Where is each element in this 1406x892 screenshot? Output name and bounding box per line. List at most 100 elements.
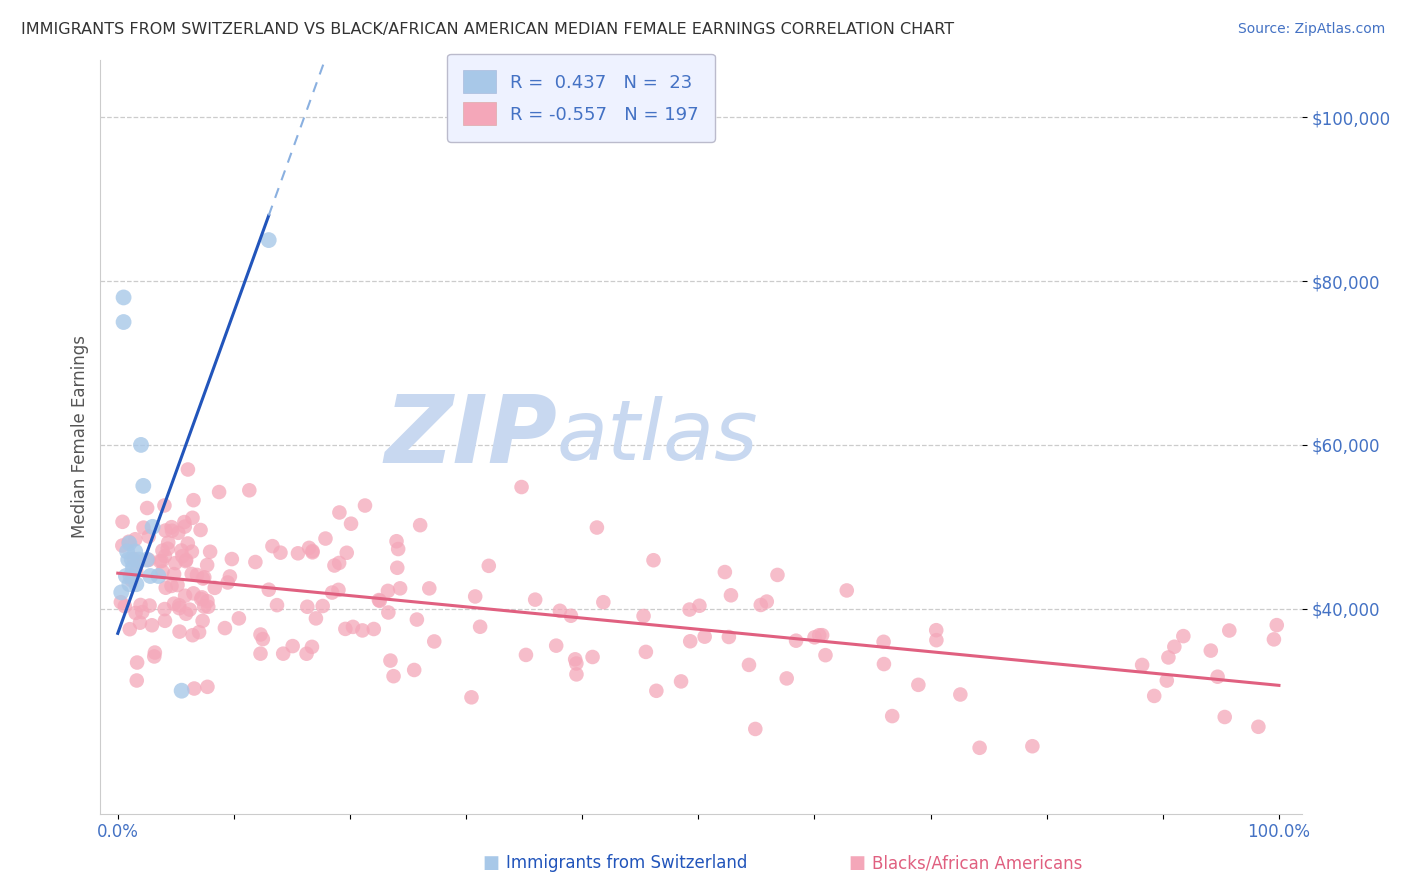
Point xyxy=(1163,640,1185,654)
Point xyxy=(744,722,766,736)
Point xyxy=(219,569,242,583)
Point xyxy=(129,438,152,452)
Point xyxy=(136,501,159,516)
Point xyxy=(221,552,243,566)
Point xyxy=(835,583,858,598)
Point xyxy=(404,663,426,677)
Point xyxy=(163,597,186,611)
Point xyxy=(409,518,432,533)
Point xyxy=(312,599,335,613)
Point xyxy=(153,602,176,616)
Point xyxy=(1247,720,1270,734)
Point xyxy=(1218,624,1240,638)
Point xyxy=(776,672,799,686)
Point xyxy=(340,516,363,531)
Point xyxy=(129,598,152,612)
Point xyxy=(173,515,195,529)
Point xyxy=(423,634,446,648)
Point xyxy=(217,575,239,590)
Point xyxy=(153,549,176,563)
Text: IMMIGRANTS FROM SWITZERLAND VS BLACK/AFRICAN AMERICAN MEDIAN FEMALE EARNINGS COR: IMMIGRANTS FROM SWITZERLAND VS BLACK/AFR… xyxy=(21,22,955,37)
Point xyxy=(301,544,323,558)
Point xyxy=(678,602,700,616)
Point xyxy=(714,565,737,579)
Point xyxy=(197,594,219,608)
Point xyxy=(872,635,894,649)
Point xyxy=(314,532,336,546)
Point xyxy=(581,650,603,665)
Point xyxy=(1143,689,1166,703)
Point xyxy=(354,499,377,513)
Point xyxy=(183,681,205,696)
Point xyxy=(382,669,405,683)
Point xyxy=(328,582,350,597)
Point xyxy=(160,579,183,593)
Point xyxy=(131,605,153,619)
Point xyxy=(564,652,586,666)
Point xyxy=(191,591,214,605)
Point xyxy=(191,614,214,628)
Point xyxy=(669,674,692,689)
Point xyxy=(118,577,141,591)
Point xyxy=(128,555,150,569)
Point xyxy=(155,524,177,538)
Point xyxy=(548,604,571,618)
Point xyxy=(335,622,357,636)
Text: Blacks/African Americans: Blacks/African Americans xyxy=(872,855,1083,872)
Point xyxy=(749,598,772,612)
Point xyxy=(368,593,391,607)
Point xyxy=(167,525,190,540)
Point xyxy=(156,541,179,556)
Point xyxy=(565,657,588,671)
Point xyxy=(1206,670,1229,684)
Point xyxy=(197,680,219,694)
Point xyxy=(1213,710,1236,724)
Point xyxy=(363,622,385,636)
Point xyxy=(195,558,218,572)
Point xyxy=(252,632,274,646)
Point xyxy=(204,581,226,595)
Point xyxy=(238,483,260,498)
Point xyxy=(385,534,408,549)
Point xyxy=(643,553,665,567)
Point xyxy=(1130,657,1153,672)
Point xyxy=(198,545,221,559)
Point xyxy=(560,608,582,623)
Point xyxy=(193,599,215,614)
Point xyxy=(148,569,170,583)
Point xyxy=(249,647,271,661)
Point xyxy=(377,606,399,620)
Point xyxy=(149,554,172,568)
Point xyxy=(287,546,309,560)
Point xyxy=(679,634,702,648)
Point xyxy=(262,539,284,553)
Point xyxy=(127,656,149,670)
Point xyxy=(811,628,834,642)
Point xyxy=(301,640,323,654)
Point xyxy=(110,585,132,599)
Point xyxy=(342,620,364,634)
Point xyxy=(121,573,143,587)
Point xyxy=(138,529,160,543)
Point xyxy=(546,639,568,653)
Point xyxy=(141,618,163,632)
Point xyxy=(118,536,141,550)
Point xyxy=(969,740,991,755)
Point xyxy=(387,542,409,557)
Point xyxy=(245,555,267,569)
Point xyxy=(755,594,778,608)
Text: atlas: atlas xyxy=(557,396,759,477)
Point xyxy=(907,678,929,692)
Point xyxy=(183,493,205,508)
Point xyxy=(169,624,191,639)
Point xyxy=(122,561,145,575)
Point xyxy=(174,554,197,568)
Point xyxy=(271,647,294,661)
Point xyxy=(138,599,160,613)
Point xyxy=(295,647,318,661)
Point xyxy=(389,582,412,596)
Point xyxy=(925,633,948,648)
Point xyxy=(1263,632,1285,647)
Point xyxy=(1157,650,1180,665)
Point xyxy=(174,589,197,603)
